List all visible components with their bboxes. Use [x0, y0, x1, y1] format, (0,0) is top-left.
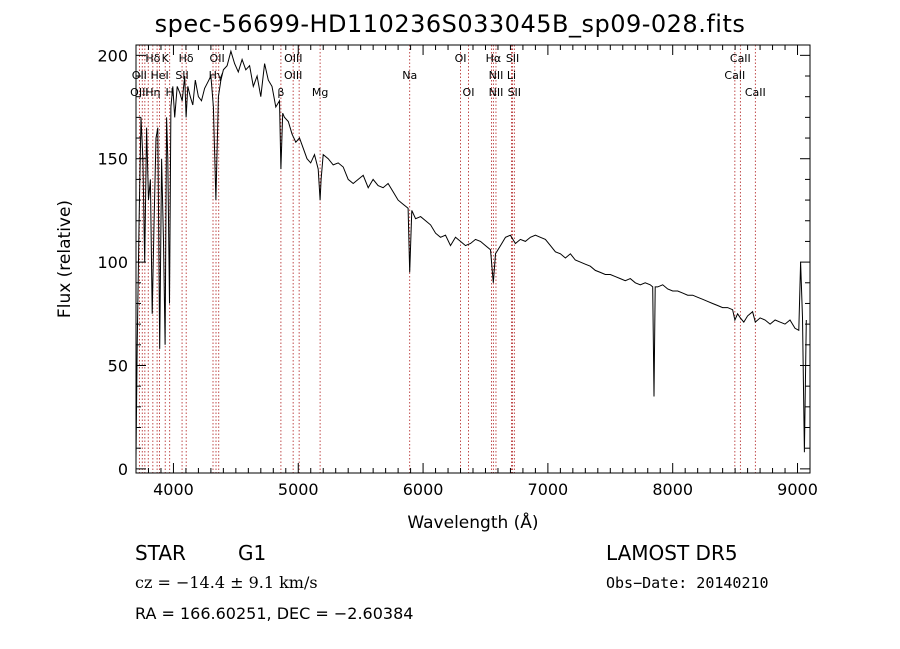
line-label: β: [277, 86, 284, 99]
line-label: OI: [455, 52, 467, 65]
line-label: NII: [489, 69, 504, 82]
line-label: Na: [402, 69, 417, 82]
object-class: STAR: [135, 541, 186, 565]
x-tick-label: 4000: [153, 480, 194, 499]
line-label: OII: [132, 69, 147, 82]
coordinates: RA = 166.60251, DEC = −2.60384: [135, 604, 414, 623]
obs-date: Obs−Date: 20140210: [606, 574, 769, 592]
object-subclass: G1: [238, 541, 267, 565]
y-tick-label: 100: [97, 253, 128, 272]
survey-name: LAMOST DR5: [606, 541, 738, 565]
line-label: OII: [210, 52, 225, 65]
line-label: Hδ: [179, 52, 194, 65]
y-axis: 0 50 100 150 200: [97, 46, 810, 479]
line-label: Li: [507, 69, 516, 82]
x-tick-label: 9000: [777, 480, 818, 499]
line-label: K: [162, 52, 170, 65]
line-label: Mg: [312, 86, 328, 99]
y-tick-label: 150: [97, 150, 128, 169]
x-tick-label: 5000: [278, 480, 319, 499]
y-tick-label: 200: [97, 46, 128, 65]
plot-frame: [135, 44, 811, 474]
y-axis-label: Flux (relative): [55, 200, 75, 318]
line-label: Hη: [145, 86, 160, 99]
x-axis-label: Wavelength (Å): [407, 511, 538, 533]
redshift-velocity: cz = −14.4 ± 9.1 km/s: [135, 573, 318, 592]
line-label: Hγ: [209, 69, 224, 82]
x-tick-label: 6000: [403, 480, 444, 499]
line-label: OIII: [284, 52, 302, 65]
line-label: OIII: [284, 69, 302, 82]
line-label: SII: [508, 86, 521, 99]
line-label: CaII: [724, 69, 745, 82]
y-tick-label: 0: [118, 460, 128, 479]
chart-title: spec-56699-HD110236S033045B_sp09-028.fit…: [154, 10, 746, 38]
line-label: H: [166, 86, 174, 99]
line-label: SII: [175, 69, 188, 82]
x-tick-label: 7000: [528, 480, 569, 499]
x-axis: 4000 5000 6000 7000 8000 9000: [135, 45, 818, 499]
line-label: NII: [489, 86, 504, 99]
line-label: SII: [506, 52, 519, 65]
line-label: OIII: [130, 86, 148, 99]
line-markers: [138, 45, 756, 473]
line-label: CaII: [730, 52, 751, 65]
y-tick-label: 50: [108, 356, 128, 375]
spectrum-line: [135, 49, 807, 459]
x-tick-label: 8000: [652, 480, 693, 499]
line-label: Hδ: [145, 52, 160, 65]
line-label: OI: [463, 86, 475, 99]
line-label: CaII: [745, 86, 766, 99]
line-label: Hα: [486, 52, 502, 65]
line-label: HeI: [150, 69, 168, 82]
